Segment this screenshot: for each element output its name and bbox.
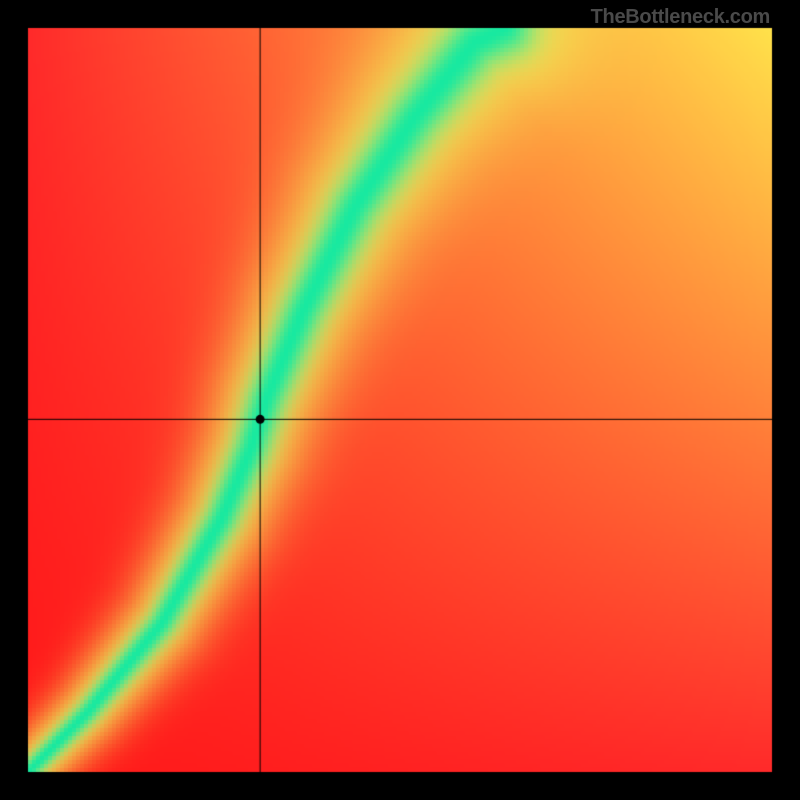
- heatmap-canvas: [0, 0, 800, 800]
- watermark-text: TheBottleneck.com: [591, 6, 770, 29]
- chart-container: TheBottleneck.com: [0, 0, 800, 800]
